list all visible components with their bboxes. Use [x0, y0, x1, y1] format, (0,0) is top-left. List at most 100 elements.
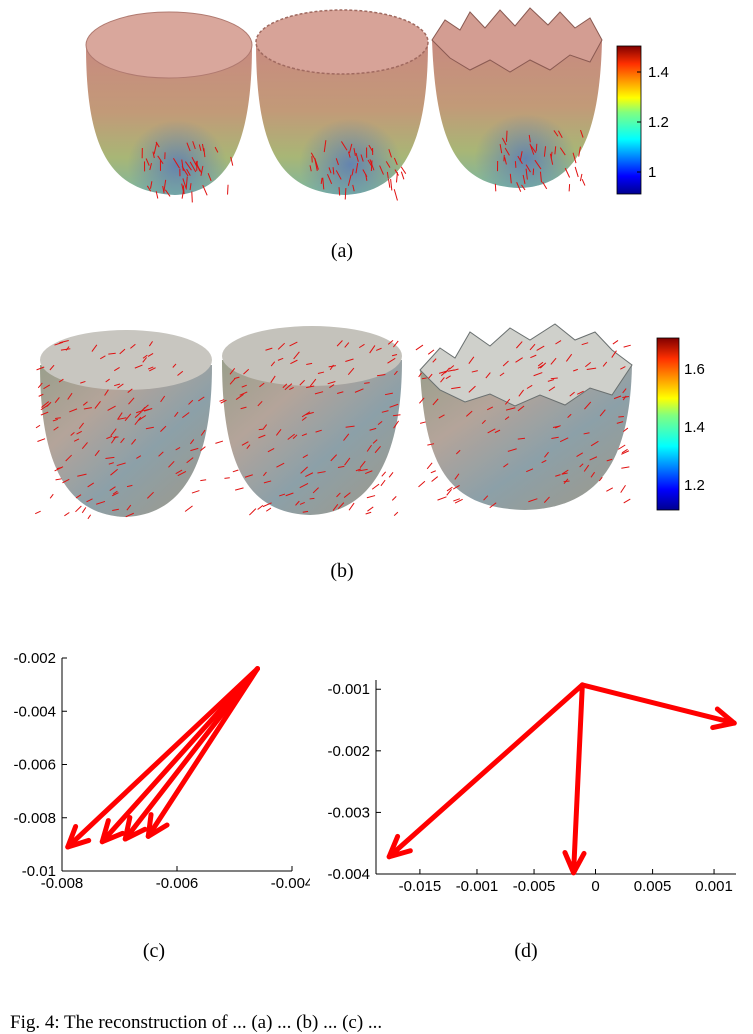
caption-c: (c) — [124, 940, 184, 963]
panel-a-render: 1.4 1.2 1 — [0, 0, 753, 230]
hair-arrow — [35, 511, 40, 514]
hair-arrow — [565, 168, 569, 177]
hair-arrow — [580, 174, 582, 181]
x-tick-label: -0.015 — [399, 878, 442, 895]
colorbar-b — [657, 338, 679, 510]
hair-arrow — [438, 497, 447, 500]
hair-arrow — [427, 463, 432, 469]
quiver-arrow — [389, 685, 582, 857]
hair-arrow — [50, 494, 53, 498]
hair-arrow — [258, 505, 263, 509]
hair-arrow — [349, 503, 354, 510]
hair-arrow — [613, 340, 618, 344]
hair-arrow — [200, 480, 206, 481]
hair-arrow — [606, 488, 612, 491]
hair-arrow — [192, 191, 193, 202]
colorbar-b-tick-1: 1.6 — [684, 361, 705, 378]
panel-a: 1.4 1.2 1 — [0, 0, 753, 230]
y-tick-label: -0.001 — [327, 681, 370, 698]
hair-arrow — [233, 470, 239, 472]
hair-arrow — [382, 472, 386, 477]
hair-arrow — [388, 179, 389, 188]
caption-b: (b) — [312, 560, 372, 583]
x-tick-label: -0.004 — [271, 875, 310, 892]
hair-arrow — [88, 515, 91, 519]
x-tick-label: -0.001 — [456, 878, 499, 895]
hair-arrow — [235, 488, 243, 490]
hair-arrow — [428, 350, 434, 354]
caption-d: (d) — [496, 940, 556, 963]
chart-c: -0.002-0.004-0.006-0.008-0.01-0.008-0.00… — [0, 640, 310, 900]
hair-arrow — [249, 509, 256, 515]
hair-arrow — [220, 400, 225, 402]
quiver-arrow — [565, 685, 584, 873]
y-tick-label: -0.002 — [13, 650, 56, 667]
y-tick-label: -0.002 — [327, 743, 370, 760]
heart-a1 — [86, 12, 252, 195]
hair-arrow — [447, 487, 452, 491]
panel-b-render: 1.6 1.4 1.2 — [0, 310, 753, 535]
y-tick-label: -0.008 — [13, 810, 56, 827]
x-tick-label: -0.005 — [513, 878, 556, 895]
quiver-arrow — [148, 669, 257, 837]
hair-arrow — [432, 477, 438, 482]
panel-b: 1.6 1.4 1.2 — [0, 310, 753, 535]
quiver-arrow — [582, 685, 734, 728]
colorbar-a-tick-3: 1 — [648, 164, 656, 181]
heart-a2 — [256, 10, 428, 195]
x-tick-label: 0.005 — [634, 878, 672, 895]
hair-arrow — [419, 481, 425, 487]
colorbar-a-tick-1: 1.4 — [648, 64, 669, 81]
x-tick-label: -0.006 — [156, 875, 199, 892]
hair-arrow — [372, 484, 379, 489]
hair-arrow — [36, 425, 40, 428]
hair-arrow — [185, 506, 192, 512]
x-tick-label: -0.008 — [41, 875, 84, 892]
hair-arrow — [621, 485, 626, 492]
y-tick-label: -0.006 — [13, 757, 56, 774]
x-tick-label: 0.001 — [695, 878, 733, 895]
colorbar-b-tick-2: 1.4 — [684, 419, 705, 436]
hair-arrow — [621, 467, 629, 468]
chart-d: -0.001-0.002-0.003-0.004-0.015-0.001-0.0… — [310, 660, 753, 900]
hair-arrow — [266, 508, 271, 511]
hair-arrow — [381, 480, 385, 486]
hair-arrow — [228, 185, 229, 195]
hair-arrow — [624, 345, 631, 347]
panel-c: -0.002-0.004-0.006-0.008-0.01-0.008-0.00… — [0, 640, 310, 900]
hair-arrow — [56, 479, 62, 480]
heart-b1 — [40, 330, 212, 517]
panel-d: -0.001-0.002-0.003-0.004-0.015-0.001-0.0… — [310, 660, 753, 900]
hair-arrow — [536, 144, 537, 152]
hair-arrow — [37, 439, 45, 442]
hair-arrow — [367, 496, 375, 498]
hair-arrow — [624, 499, 631, 503]
hair-arrow — [75, 506, 81, 512]
hair-arrow — [506, 131, 507, 142]
colorbar-b-tick-3: 1.2 — [684, 477, 705, 494]
hair-arrow — [310, 498, 315, 499]
x-tick-label: 0 — [591, 878, 599, 895]
hair-arrow — [618, 416, 624, 417]
hair-arrow — [394, 189, 397, 200]
quiver-arrow — [125, 669, 257, 839]
hair-arrow — [420, 422, 426, 423]
caption-a: (a) — [312, 240, 372, 263]
y-tick-label: -0.003 — [327, 804, 370, 821]
hair-arrow — [391, 179, 392, 190]
colorbar-b-ticks: 1.6 1.4 1.2 — [684, 361, 705, 494]
y-tick-label: -0.004 — [13, 703, 56, 720]
hair-arrow — [575, 167, 578, 177]
heart-a3 — [432, 8, 602, 188]
hair-arrow — [192, 491, 199, 493]
hair-arrow — [389, 472, 393, 477]
hair-arrow — [215, 441, 223, 443]
figure-caption: Fig. 4: The reconstruction of ... (a) ..… — [10, 1012, 750, 1034]
hair-arrow — [392, 496, 396, 500]
hair-arrow — [582, 179, 585, 185]
hair-arrow — [339, 187, 340, 195]
hair-arrow — [367, 507, 373, 511]
heart-b3 — [420, 324, 632, 510]
hair-arrow — [82, 507, 86, 512]
hair-arrow — [416, 345, 423, 350]
